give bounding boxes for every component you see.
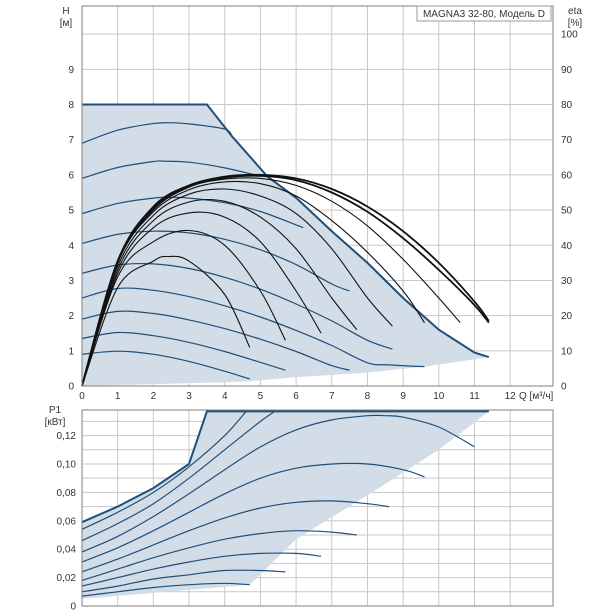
p1-tick-label: 0,04: [57, 545, 77, 556]
chart-title: MAGNA3 32-80, Модель D: [423, 9, 545, 20]
head-curve: [81, 350, 250, 380]
x-tick-label: 11: [469, 391, 480, 402]
plot-frame: [81, 5, 554, 387]
y-right-tick-label: 30: [561, 276, 573, 287]
p1-axis-label: P1: [49, 405, 62, 416]
x-tick-label: 3: [186, 391, 192, 402]
power-curve: [81, 462, 425, 563]
x-tick-label: 6: [293, 391, 299, 402]
operating-area: [82, 104, 489, 386]
y-left-tick-label: 5: [68, 206, 74, 217]
y-right-tick-label: 60: [561, 170, 573, 181]
x-tick-label: 8: [365, 391, 371, 402]
max-head-curve: [82, 103, 490, 359]
y-right-tick-label: 10: [561, 346, 573, 357]
y-right-label: eta: [568, 6, 582, 17]
y-right-tick-label: 80: [561, 100, 573, 111]
x-tick-label: 9: [400, 391, 406, 402]
y-right-tick-label: 50: [561, 206, 573, 217]
y-right-tick-label: 40: [561, 241, 573, 252]
y-left-tick-label: 8: [68, 100, 74, 111]
p1-tick-label: 0,10: [57, 459, 77, 470]
y-left-tick-label: 1: [68, 346, 74, 357]
plot-frame: [81, 409, 554, 607]
y-left-tick-label: 3: [68, 276, 74, 287]
y-left-unit: [м]: [60, 18, 73, 29]
power-curve-panel: 0 0,02 0,04 0,06 0,08 0,10 0,12: [57, 409, 554, 611]
x-tick-label: 7: [329, 391, 335, 402]
head-curve: [81, 160, 261, 179]
power-curve: [81, 530, 357, 581]
p1-tick-label: 0,08: [57, 488, 77, 499]
power-curve: [81, 582, 250, 597]
y-left-tick-label: 4: [68, 241, 74, 252]
y-left-tick-label: 0: [68, 382, 74, 393]
y-left-tick-label: 2: [68, 311, 74, 322]
x-axis-label: Q [м³/ч]: [519, 391, 554, 402]
x-tick-label: 10: [433, 391, 445, 402]
head-curve: [81, 310, 350, 371]
p1-tick-label: 0: [70, 602, 76, 611]
y-right-tick-label: 100: [561, 30, 578, 41]
y-left-tick-label: 9: [68, 65, 74, 76]
p1-axis-unit: [кВт]: [45, 417, 66, 428]
head-curve: [81, 262, 393, 350]
x-tick-label: 1: [115, 391, 121, 402]
y-left-tick-label: 7: [68, 135, 74, 146]
eta-curve: [81, 255, 251, 387]
eta-curve: [81, 173, 490, 387]
power-curve: [81, 414, 475, 553]
head-curve: [81, 122, 233, 144]
y-right-tick-label: 90: [561, 65, 573, 76]
head-curve: [81, 196, 304, 229]
x-tick-label: 5: [258, 391, 264, 402]
y-right-tick-label: 0: [561, 382, 567, 393]
eta-curve: [81, 211, 322, 387]
head-curve: [81, 331, 286, 371]
p1-tick-label: 0,12: [57, 431, 77, 442]
y-right-tick-label: 20: [561, 311, 573, 322]
y-right-tick-label: 70: [561, 135, 573, 146]
power-curve: [81, 552, 322, 587]
chart-labels: H [м] eta [%] MAGNA3 32-80, Модель D Q […: [45, 5, 583, 428]
head-curve: [81, 287, 425, 368]
eta-curve: [81, 229, 286, 387]
y-right-unit: [%]: [568, 18, 583, 29]
eta-curve: [81, 198, 358, 387]
power-curve: [81, 410, 489, 524]
eta-curve: [81, 188, 393, 387]
power-curve: [81, 569, 286, 593]
operating-area: [82, 411, 489, 599]
x-tick-label: 12: [505, 391, 517, 402]
power-curve: [81, 410, 276, 542]
eta-curve: [81, 177, 461, 387]
y-left-tick-label: 6: [68, 170, 74, 181]
power-curve: [81, 500, 389, 573]
head-curve: [81, 230, 350, 292]
p1-tick-label: 0,02: [57, 573, 77, 584]
chart-title-box: [416, 5, 552, 22]
x-tick-label: 4: [222, 391, 228, 402]
head-curve-panel: 0 1 2 3 4 5 6 7 8 9 10 11 12012345678901020304050607…: [68, 5, 578, 402]
power-curve: [81, 411, 247, 530]
x-tick-label: 2: [151, 391, 157, 402]
y-left-label: H: [62, 6, 69, 17]
p1-tick-label: 0,06: [57, 516, 77, 527]
x-tick-label: 0: [79, 391, 85, 402]
